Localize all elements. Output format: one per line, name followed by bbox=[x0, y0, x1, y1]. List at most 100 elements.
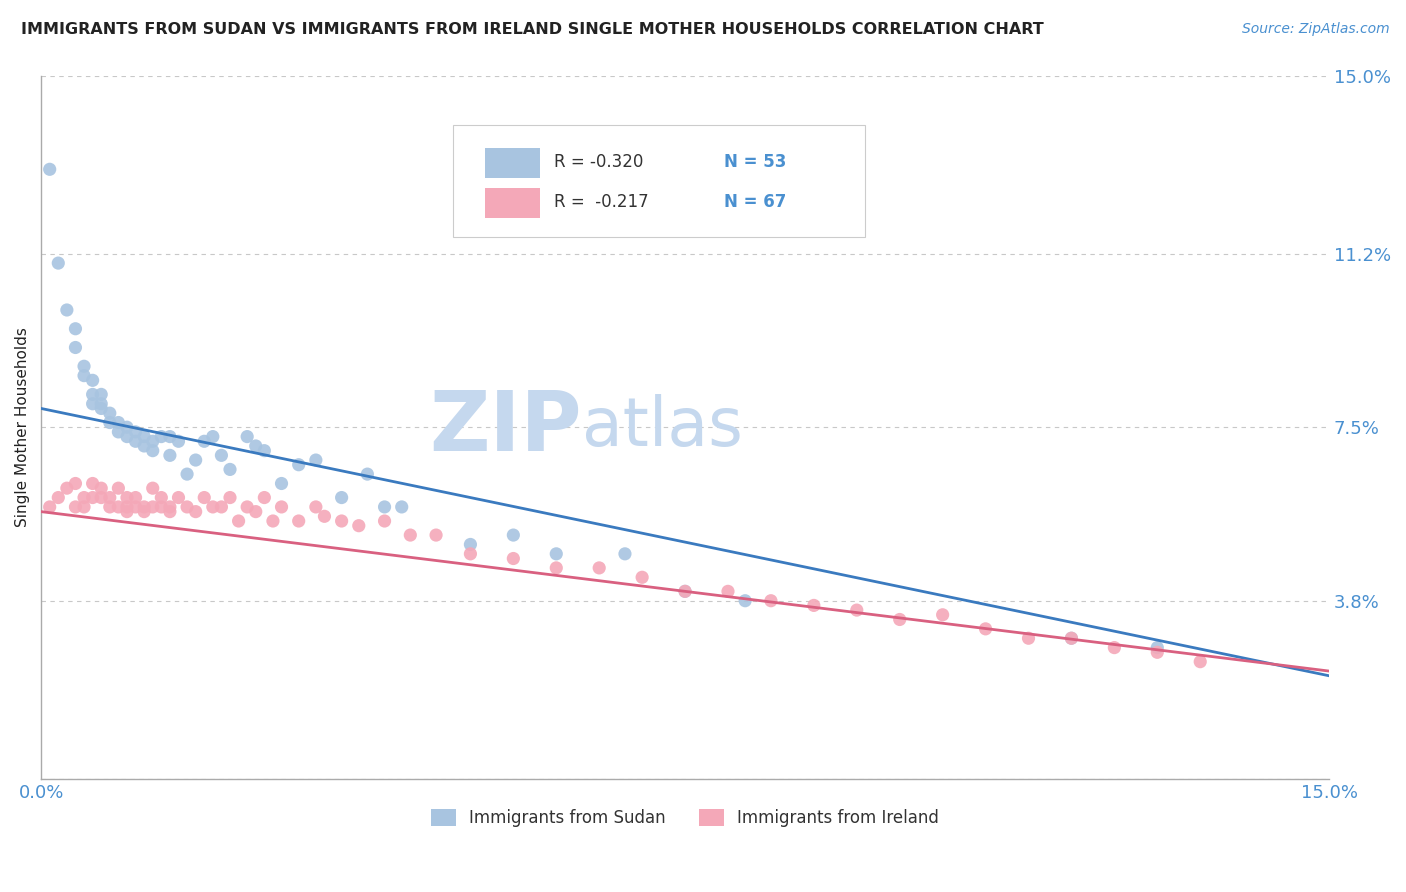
Point bbox=[931, 607, 953, 622]
Point bbox=[219, 491, 242, 505]
Point bbox=[90, 387, 112, 401]
Point bbox=[107, 500, 129, 514]
Point bbox=[73, 359, 96, 374]
Point bbox=[193, 434, 215, 449]
Point bbox=[201, 500, 224, 514]
Point bbox=[974, 622, 997, 636]
Point bbox=[546, 561, 568, 575]
Point bbox=[184, 453, 207, 467]
Point bbox=[176, 500, 198, 514]
Point bbox=[1018, 632, 1040, 646]
Text: IMMIGRANTS FROM SUDAN VS IMMIGRANTS FROM IRELAND SINGLE MOTHER HOUSEHOLDS CORREL: IMMIGRANTS FROM SUDAN VS IMMIGRANTS FROM… bbox=[21, 22, 1043, 37]
Point bbox=[759, 593, 782, 607]
Point bbox=[314, 509, 336, 524]
Point bbox=[142, 443, 165, 458]
Point bbox=[65, 322, 87, 336]
Point bbox=[65, 476, 87, 491]
Point bbox=[38, 162, 60, 177]
Point bbox=[65, 341, 87, 355]
Point bbox=[236, 429, 259, 443]
Point bbox=[150, 491, 173, 505]
Point bbox=[673, 584, 696, 599]
Text: N = 67: N = 67 bbox=[724, 194, 786, 211]
Point bbox=[1189, 655, 1212, 669]
Point bbox=[1146, 640, 1168, 655]
Point bbox=[115, 500, 138, 514]
Point bbox=[73, 491, 96, 505]
Point bbox=[56, 303, 79, 318]
Point bbox=[159, 429, 181, 443]
Point bbox=[253, 491, 276, 505]
Point bbox=[460, 537, 482, 551]
Point bbox=[356, 467, 378, 482]
Point bbox=[845, 603, 868, 617]
Point bbox=[124, 434, 146, 449]
Point bbox=[90, 481, 112, 495]
Point bbox=[330, 514, 353, 528]
Point bbox=[98, 416, 121, 430]
Point bbox=[167, 434, 190, 449]
Point bbox=[287, 514, 309, 528]
Point bbox=[270, 500, 292, 514]
Point bbox=[142, 481, 165, 495]
Point bbox=[502, 528, 524, 542]
Point bbox=[374, 514, 396, 528]
Text: Source: ZipAtlas.com: Source: ZipAtlas.com bbox=[1241, 22, 1389, 37]
Point bbox=[159, 505, 181, 519]
Point bbox=[613, 547, 636, 561]
Point bbox=[107, 416, 129, 430]
Point bbox=[134, 429, 156, 443]
Point bbox=[82, 476, 104, 491]
Point bbox=[90, 401, 112, 416]
Point bbox=[142, 434, 165, 449]
FancyBboxPatch shape bbox=[485, 148, 540, 178]
Text: ZIP: ZIP bbox=[429, 387, 582, 467]
Point bbox=[82, 387, 104, 401]
Point bbox=[134, 439, 156, 453]
Point bbox=[98, 491, 121, 505]
Point bbox=[588, 561, 610, 575]
Point bbox=[159, 448, 181, 462]
Point bbox=[262, 514, 284, 528]
Point bbox=[65, 500, 87, 514]
Point bbox=[201, 429, 224, 443]
Point bbox=[245, 439, 267, 453]
FancyBboxPatch shape bbox=[485, 188, 540, 218]
Point bbox=[142, 500, 165, 514]
Point bbox=[1146, 645, 1168, 659]
FancyBboxPatch shape bbox=[453, 125, 865, 237]
Point bbox=[176, 467, 198, 482]
Text: R = -0.320: R = -0.320 bbox=[554, 153, 643, 171]
Point bbox=[159, 500, 181, 514]
Point bbox=[90, 397, 112, 411]
Point bbox=[150, 429, 173, 443]
Point bbox=[98, 500, 121, 514]
Point bbox=[38, 500, 60, 514]
Point bbox=[803, 599, 825, 613]
Point bbox=[425, 528, 447, 542]
Point bbox=[546, 547, 568, 561]
Point bbox=[270, 476, 292, 491]
Point bbox=[124, 425, 146, 439]
Point bbox=[889, 612, 911, 626]
Point bbox=[82, 397, 104, 411]
Point bbox=[115, 429, 138, 443]
Point bbox=[90, 491, 112, 505]
Text: N = 53: N = 53 bbox=[724, 153, 786, 171]
Point bbox=[73, 368, 96, 383]
Point bbox=[391, 500, 413, 514]
Point bbox=[73, 500, 96, 514]
Point bbox=[115, 505, 138, 519]
Point bbox=[305, 500, 328, 514]
Point bbox=[631, 570, 654, 584]
Point bbox=[56, 481, 79, 495]
Point bbox=[184, 505, 207, 519]
Point bbox=[134, 505, 156, 519]
Point bbox=[460, 547, 482, 561]
Point bbox=[46, 491, 69, 505]
Point bbox=[502, 551, 524, 566]
Point bbox=[347, 518, 370, 533]
Point bbox=[134, 500, 156, 514]
Point bbox=[330, 491, 353, 505]
Y-axis label: Single Mother Households: Single Mother Households bbox=[15, 327, 30, 527]
